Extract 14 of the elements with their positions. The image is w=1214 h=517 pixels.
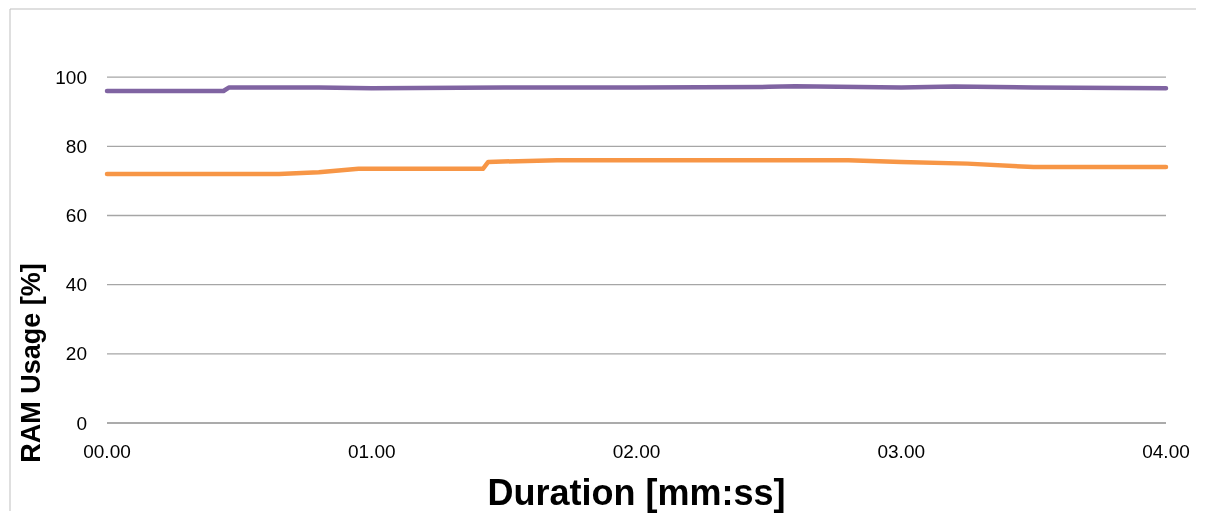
x-tick-label: 03.00: [877, 441, 926, 462]
y-axis-title: RAM Usage [%]: [16, 263, 46, 463]
y-tick-label: 0: [76, 412, 87, 434]
x-tick-label: 00.00: [83, 441, 131, 462]
x-tick-label: 01.00: [347, 441, 396, 462]
line-series: [104, 157, 1169, 177]
y-tick-label: 60: [65, 205, 87, 227]
y-tick-label: 80: [65, 135, 87, 157]
x-tick-label: 04.00: [1142, 441, 1190, 462]
x-tick-label: 02.00: [612, 441, 661, 462]
x-axis-title: Duration [mm:ss]: [487, 472, 786, 513]
y-tick-label: 100: [55, 66, 87, 88]
y-tick-label: 20: [65, 343, 87, 365]
y-tick-label: 40: [65, 274, 87, 296]
